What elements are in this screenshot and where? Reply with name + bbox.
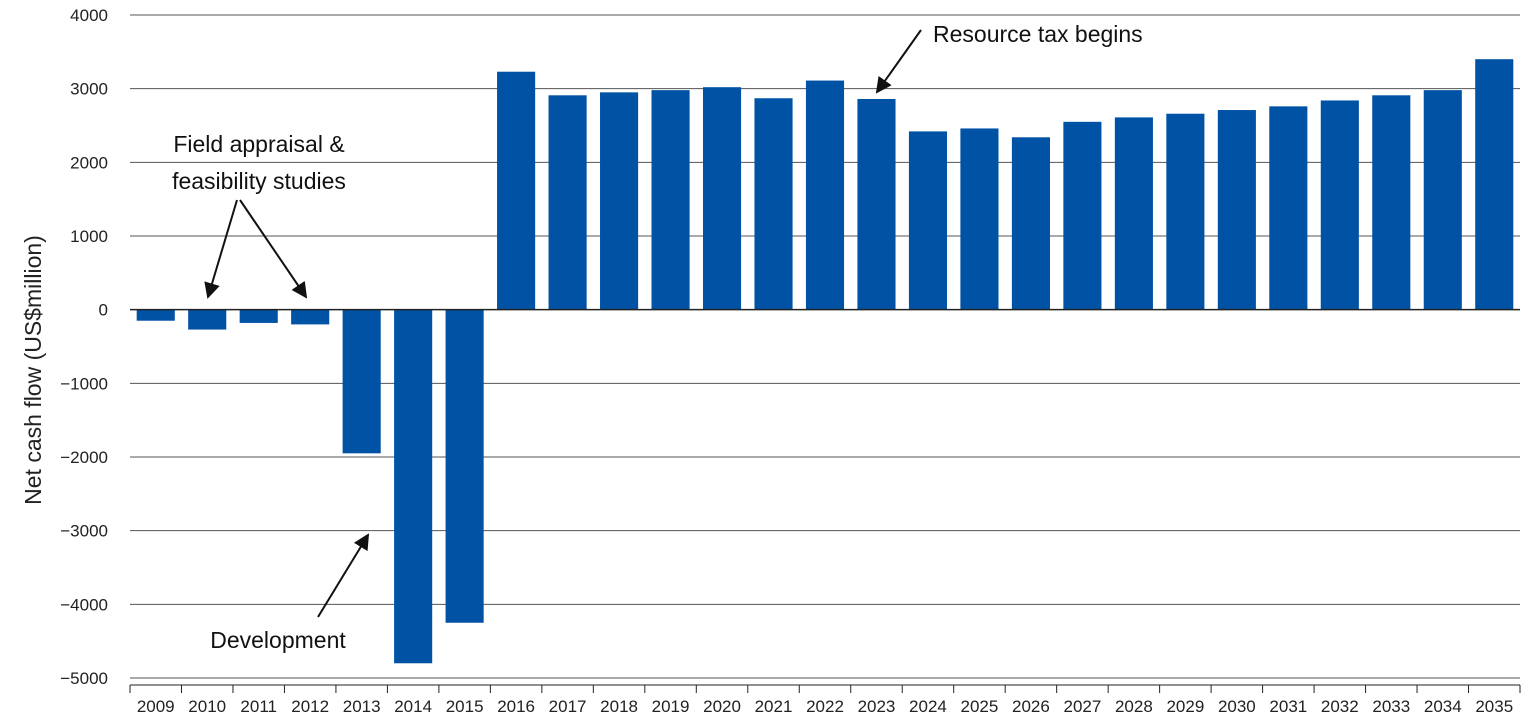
x-tick-label: 2028 bbox=[1115, 697, 1153, 716]
bar-2022 bbox=[805, 80, 845, 310]
x-tick-label: 2021 bbox=[755, 697, 793, 716]
x-tick-label: 2034 bbox=[1424, 697, 1462, 716]
y-tick-label: −1000 bbox=[60, 374, 108, 393]
x-tick-label: 2013 bbox=[343, 697, 381, 716]
bar-2016 bbox=[497, 71, 536, 310]
x-tick-label: 2020 bbox=[703, 697, 741, 716]
x-tick-label: 2016 bbox=[497, 697, 535, 716]
bar-2030 bbox=[1217, 110, 1256, 310]
bar-2013 bbox=[342, 309, 381, 454]
annotation-arrow-2023 bbox=[875, 29, 922, 94]
x-tick-label: 2025 bbox=[961, 697, 999, 716]
annotation-field-appraisal-line2: feasibility studies bbox=[172, 168, 346, 194]
x-tick-labels: 2009 2010 2011 2012 2013 2014 2015 2016 2017 2018… bbox=[137, 697, 1513, 716]
y-tick-label: −5000 bbox=[60, 669, 108, 688]
bar-2034 bbox=[1423, 90, 1462, 310]
bar-2033 bbox=[1372, 95, 1411, 310]
y-tick-label: −2000 bbox=[60, 448, 108, 467]
bar-2019 bbox=[651, 90, 690, 310]
annotation-development: Development bbox=[210, 533, 370, 653]
annotation-resource-tax: Resource tax begins bbox=[875, 21, 1143, 94]
bar-2014 bbox=[394, 309, 433, 664]
annotation-resource-tax-label: Resource tax begins bbox=[933, 21, 1143, 47]
annotation-field-appraisal-line1: Field appraisal & bbox=[173, 131, 344, 157]
bar-2028 bbox=[1114, 117, 1153, 310]
y-tick-label: 1000 bbox=[70, 227, 108, 246]
x-tick-label: 2015 bbox=[446, 697, 484, 716]
bar-2027 bbox=[1063, 121, 1102, 310]
y-tick-label: −3000 bbox=[60, 522, 108, 541]
bar-2015 bbox=[445, 309, 484, 623]
bars bbox=[136, 59, 1514, 664]
x-tick-label: 2011 bbox=[240, 697, 277, 716]
x-tick-label: 2033 bbox=[1372, 697, 1410, 716]
y-tick-label: 0 bbox=[99, 301, 108, 320]
bar-2035 bbox=[1475, 59, 1514, 310]
x-tick-label: 2019 bbox=[652, 697, 690, 716]
bar-2032 bbox=[1320, 100, 1359, 310]
bar-2023 bbox=[857, 98, 896, 310]
x-tick-label: 2024 bbox=[909, 697, 947, 716]
bar-2012 bbox=[291, 309, 330, 325]
y-axis-title: Net cash flow (US$million) bbox=[20, 235, 46, 505]
bar-2011 bbox=[239, 309, 278, 323]
bar-2025 bbox=[960, 128, 999, 310]
bar-2029 bbox=[1166, 113, 1205, 310]
bar-2021 bbox=[754, 98, 793, 310]
y-tick-label: 3000 bbox=[70, 80, 108, 99]
y-tick-labels: 4000 3000 2000 1000 0 −1000 −2000 −3000 −4000 −50… bbox=[60, 6, 108, 688]
x-tick-label: 2031 bbox=[1269, 697, 1307, 716]
y-tick-label: 4000 bbox=[70, 6, 108, 25]
x-tick-label: 2029 bbox=[1166, 697, 1204, 716]
x-tick-label: 2017 bbox=[549, 697, 587, 716]
bar-2009 bbox=[136, 309, 175, 321]
bar-2010 bbox=[188, 309, 227, 330]
bar-2018 bbox=[600, 92, 639, 310]
annotation-development-label: Development bbox=[210, 627, 346, 653]
x-tick-label: 2027 bbox=[1063, 697, 1101, 716]
annotation-arrow-2013 bbox=[317, 533, 370, 618]
y-tick-label: 2000 bbox=[70, 153, 108, 172]
bar-2020 bbox=[702, 87, 742, 310]
x-axis bbox=[129, 684, 1521, 693]
x-tick-label: 2010 bbox=[188, 697, 226, 716]
x-tick-label: 2022 bbox=[806, 697, 844, 716]
annotation-arrow-2012 bbox=[239, 199, 308, 299]
x-tick-label: 2009 bbox=[137, 697, 175, 716]
x-tick-label: 2018 bbox=[600, 697, 638, 716]
bar-2017 bbox=[548, 95, 587, 310]
x-tick-label: 2032 bbox=[1321, 697, 1359, 716]
annotation-field-appraisal: Field appraisal & feasibility studies bbox=[172, 131, 346, 299]
bar-2031 bbox=[1269, 106, 1308, 310]
x-tick-label: 2030 bbox=[1218, 697, 1256, 716]
y-tick-label: −4000 bbox=[60, 595, 108, 614]
x-tick-label: 2014 bbox=[394, 697, 432, 716]
x-tick-label: 2023 bbox=[858, 697, 896, 716]
bar-2026 bbox=[1011, 137, 1050, 310]
x-tick-label: 2035 bbox=[1475, 697, 1513, 716]
bar-2024 bbox=[908, 131, 948, 310]
x-tick-label: 2026 bbox=[1012, 697, 1050, 716]
x-tick-label: 2012 bbox=[291, 697, 329, 716]
annotation-arrow-2010 bbox=[204, 199, 238, 299]
